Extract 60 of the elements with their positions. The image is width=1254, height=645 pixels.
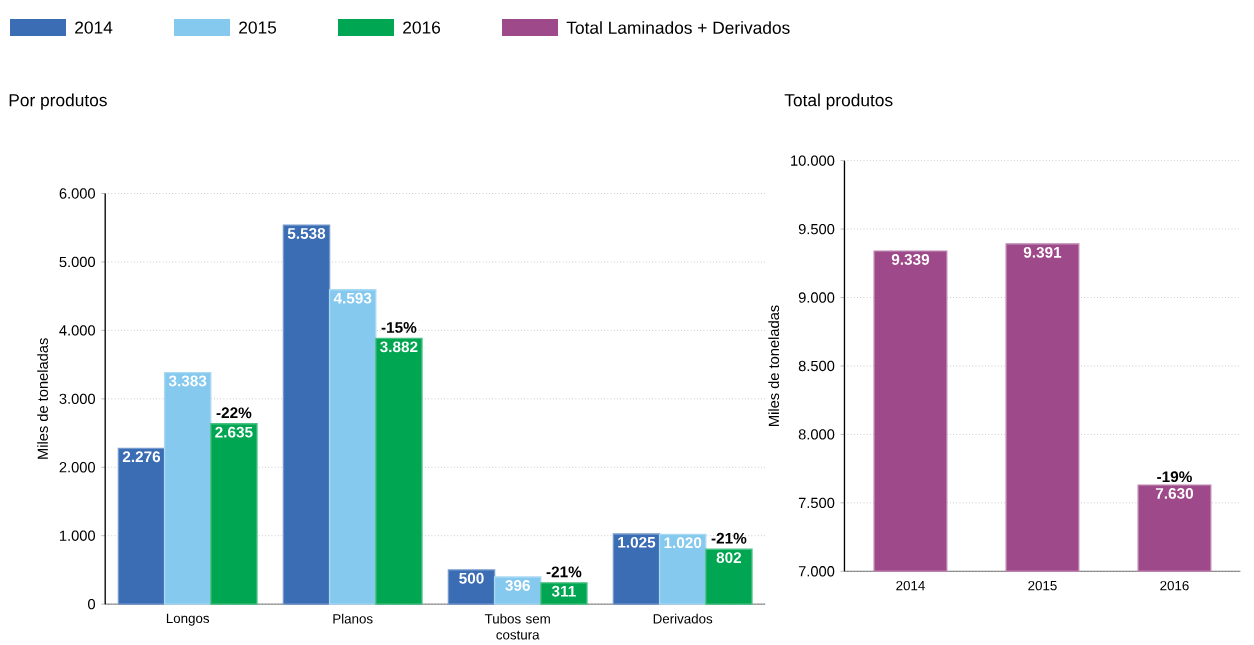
data-label: 1.025: [618, 536, 656, 548]
data-label: 311: [551, 585, 576, 597]
annotation: -21%: [546, 566, 582, 578]
data-label: 9.339: [891, 254, 930, 265]
data-label: 7.630: [1155, 488, 1194, 499]
y-tick-label: 7.500: [798, 497, 835, 509]
bar: [117, 447, 166, 605]
x-tick-label: 2016: [1160, 580, 1189, 591]
y-tick-label: 10.000: [791, 155, 835, 166]
y-tick-label: 8.500: [798, 360, 835, 372]
data-label: 4.593: [333, 292, 372, 304]
bar: [540, 582, 588, 605]
data-label: 9.391: [1023, 246, 1062, 258]
y-axis-title: Miles de toneladas: [37, 338, 48, 459]
annotation: -22%: [216, 407, 252, 419]
y-tick-label: 4.000: [59, 325, 96, 336]
bar: [163, 371, 212, 605]
bar: [658, 533, 707, 605]
y-tick-label: 7.000: [798, 566, 835, 577]
x-tick-label: 2015: [1028, 580, 1057, 591]
legend-label: 2014: [75, 21, 113, 34]
annotation: -15%: [381, 322, 417, 333]
x-tick-label: Tubos sem costura: [484, 613, 550, 640]
legend-label: 2016: [403, 21, 441, 34]
data-label: 5.538: [287, 228, 326, 239]
legend-label: 2015: [239, 21, 277, 34]
annotation: -19%: [1157, 471, 1192, 483]
y-tick-label: 2.000: [59, 462, 96, 473]
bar: [612, 533, 661, 605]
y-tick-label: 3.000: [59, 393, 96, 405]
annotation: -21%: [711, 532, 747, 544]
bar: [282, 224, 331, 605]
data-label: 3.882: [380, 341, 418, 353]
data-label: 802: [716, 552, 742, 564]
data-label: 2.276: [122, 451, 161, 463]
data-label: 3.383: [168, 375, 207, 387]
y-tick-label: 9.000: [798, 292, 835, 303]
chart-title: Total produtos: [784, 93, 893, 110]
x-tick-label: Planos: [333, 613, 373, 624]
y-tick-label: 6.000: [59, 188, 96, 199]
y-axis-title: Miles de toneladas: [768, 305, 780, 426]
x-tick-label: 2014: [896, 580, 925, 591]
y-tick-label: 1.000: [60, 530, 96, 541]
data-label: 396: [505, 580, 530, 591]
y-tick-label: 8.000: [798, 429, 835, 440]
bar: [210, 423, 258, 605]
data-label: 2.635: [215, 426, 253, 438]
data-label: 500: [459, 572, 484, 584]
chart-title: Por produtos: [9, 93, 107, 110]
bar: [705, 548, 753, 605]
y-tick-label: 0: [88, 599, 96, 610]
legend-label: Total Laminados + Derivados: [566, 21, 790, 34]
x-tick-label: Longos: [166, 613, 210, 626]
y-tick-label: 9.500: [798, 223, 835, 235]
y-tick-label: 5.000: [59, 256, 96, 268]
bar: [375, 337, 423, 605]
bar: [328, 289, 377, 605]
bar: [447, 569, 496, 605]
data-label: 1.020: [664, 537, 702, 549]
x-tick-label: Derivados: [653, 613, 713, 624]
